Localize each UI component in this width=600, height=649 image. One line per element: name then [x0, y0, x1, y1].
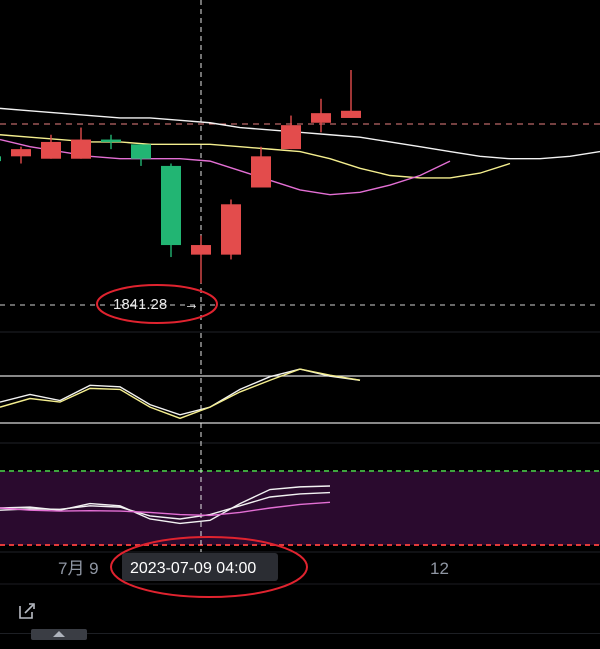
- oscillator-2: [0, 485, 331, 525]
- low-price-label: 1841.28: [113, 296, 167, 313]
- candle-body: [71, 139, 91, 159]
- edit-icon: [19, 603, 35, 619]
- osc2-magenta-line: [0, 501, 331, 517]
- x-axis-label-12: 12: [430, 559, 449, 578]
- osc2-white-line-2: [0, 491, 331, 520]
- x-axis-label-jul9: 7月 9: [58, 559, 99, 578]
- osc1-yellow-line: [0, 368, 361, 420]
- candle-body: [41, 141, 61, 159]
- candle-body: [281, 125, 301, 150]
- candles: [0, 70, 361, 284]
- annotation-circle-low: [96, 284, 218, 324]
- candle-body: [251, 156, 271, 188]
- candle-body: [11, 149, 31, 157]
- edit-drawing-button[interactable]: [17, 601, 37, 621]
- annotation-circle-time: [110, 536, 308, 598]
- panel-toggle-handle[interactable]: [31, 629, 87, 640]
- oscillator-band: [0, 471, 600, 545]
- crosshair-time-label: 2023-07-09 04:00: [130, 560, 256, 577]
- oscillator-1: [0, 368, 361, 420]
- scroll-track: [0, 633, 600, 634]
- candle-body: [311, 113, 331, 123]
- candle-body: [0, 156, 1, 162]
- candle-body: [341, 110, 361, 118]
- candle-body: [131, 144, 151, 159]
- low-price-arrow: →: [184, 296, 199, 313]
- candle-body: [161, 165, 181, 246]
- crosshair-time-box: [122, 553, 278, 581]
- ma-magenta-line: [0, 138, 451, 196]
- candle-body: [191, 245, 211, 255]
- chevron-up-icon: [53, 631, 65, 637]
- candle-body: [101, 139, 121, 142]
- candle-body: [221, 204, 241, 255]
